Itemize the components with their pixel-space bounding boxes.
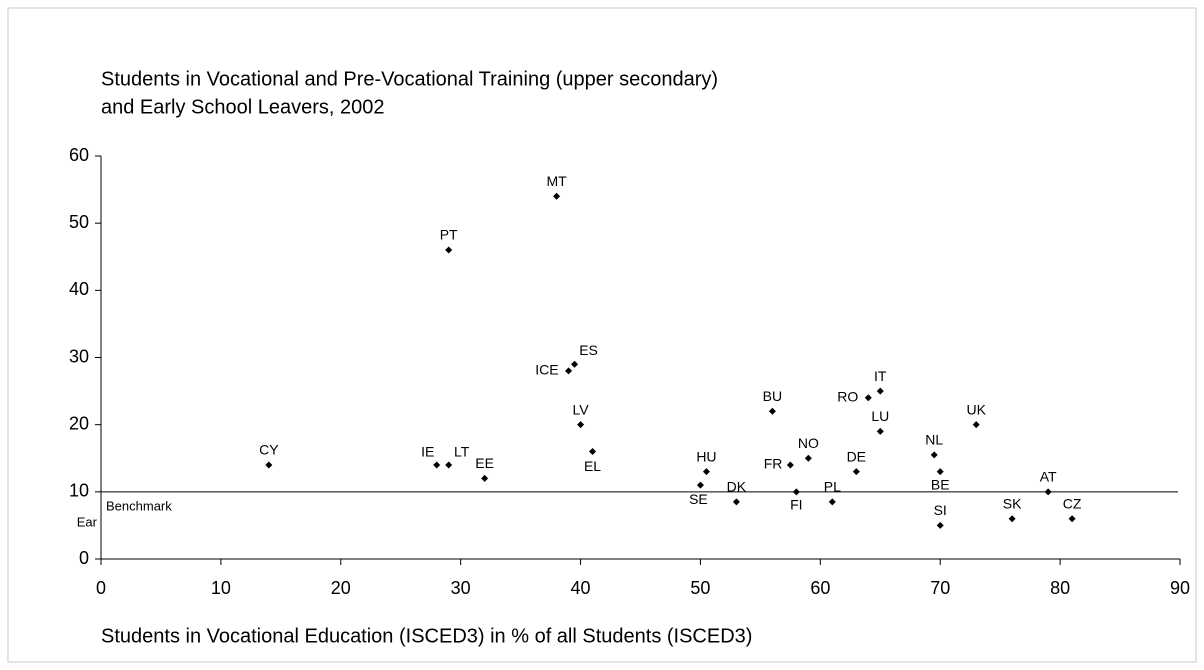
point [577, 421, 585, 429]
point [876, 427, 884, 435]
point [936, 521, 944, 529]
point [445, 461, 453, 469]
point [792, 488, 800, 496]
point [804, 454, 812, 462]
x-tick-label: 80 [1050, 578, 1070, 598]
x-tick-label: 50 [690, 578, 710, 598]
y-tick-label: 0 [79, 548, 89, 568]
point [732, 498, 740, 506]
point [1008, 515, 1016, 523]
point-label: ES [579, 342, 598, 358]
point-label: LT [454, 444, 470, 460]
point-label: FR [764, 456, 783, 472]
point-label: NO [798, 435, 819, 451]
point-label: EE [475, 455, 494, 471]
point [852, 468, 860, 476]
point [696, 481, 704, 489]
point-label: LU [871, 408, 889, 424]
x-tick-label: 60 [810, 578, 830, 598]
point-label: SE [689, 491, 708, 507]
point [768, 407, 776, 415]
x-tick-label: 90 [1170, 578, 1190, 598]
point [589, 448, 597, 456]
point [265, 461, 273, 469]
point [864, 394, 872, 402]
point-label: DK [727, 479, 747, 495]
point-label: CZ [1063, 495, 1082, 511]
point-label: EL [584, 458, 601, 474]
point [565, 367, 573, 375]
point-label: HU [696, 448, 716, 464]
point [786, 461, 794, 469]
point [1068, 515, 1076, 523]
point [433, 461, 441, 469]
point [1044, 488, 1052, 496]
point [445, 246, 453, 254]
x-axis-label: Students in Vocational Education (ISCED3… [101, 625, 752, 647]
point-label: LV [573, 401, 590, 417]
point-label: FI [790, 497, 802, 513]
benchmark-label: Benchmark [106, 498, 172, 513]
point [828, 498, 836, 506]
y-tick-label: 30 [69, 346, 89, 366]
point [702, 468, 710, 476]
point-label: UK [966, 401, 986, 417]
chart-title: Students in Vocational and Pre-Vocationa… [101, 68, 718, 90]
point [876, 387, 884, 395]
point [936, 468, 944, 476]
point-label: IT [874, 368, 887, 384]
point [481, 474, 489, 482]
point-label: MT [546, 173, 567, 189]
y-tick-label: 60 [69, 145, 89, 165]
point-label: AT [1040, 469, 1057, 485]
y-tick-label: 40 [69, 279, 89, 299]
point-label: SI [934, 502, 947, 518]
point-label: BU [763, 388, 782, 404]
x-tick-label: 20 [331, 578, 351, 598]
x-tick-label: 40 [571, 578, 591, 598]
point-label: ICE [535, 362, 558, 378]
point-label: PL [824, 479, 841, 495]
x-tick-label: 70 [930, 578, 950, 598]
y-tick-label: 20 [69, 413, 89, 433]
point-label: BE [931, 476, 950, 492]
point [972, 421, 980, 429]
point-label: SK [1003, 495, 1022, 511]
point-label: RO [837, 389, 858, 405]
chart-title: and Early School Leavers, 2002 [101, 96, 385, 118]
frame [7, 7, 1197, 663]
point [571, 360, 579, 368]
x-tick-label: 10 [211, 578, 231, 598]
point [553, 192, 561, 200]
point-label: DE [847, 448, 866, 464]
point-label: NL [925, 432, 943, 448]
point [930, 451, 938, 459]
x-tick-label: 0 [96, 578, 106, 598]
benchmark-note: Ear [77, 514, 98, 529]
point-label: IE [421, 444, 434, 460]
point-label: CY [259, 442, 279, 458]
x-tick-label: 30 [451, 578, 471, 598]
y-tick-label: 10 [69, 481, 89, 501]
point-label: PT [440, 227, 458, 243]
y-tick-label: 50 [69, 212, 89, 232]
